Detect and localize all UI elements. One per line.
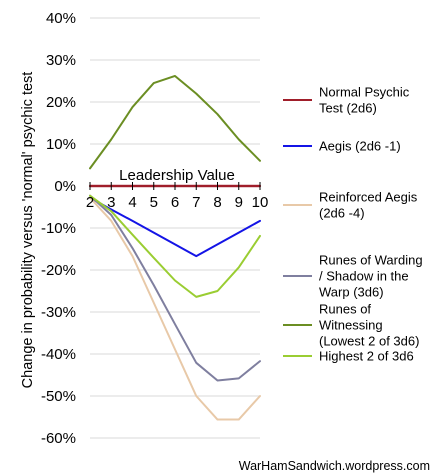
legend-label-2: Aegis (2d6 -1) [319,139,401,154]
series-line-2 [89,196,261,258]
x-tick-label: 10 [252,194,269,211]
legend-label-4: Runes of Warding [319,253,423,268]
series-line-3 [89,196,261,421]
legend-label-1: Normal Psychic [319,85,410,100]
legend-label-5: Witnessing [319,318,383,333]
y-tick-label: -30% [41,304,76,321]
y-axis-label: Change in probability versus 'normal' ps… [20,72,36,389]
series-line-6 [89,194,261,298]
x-tick-label: 6 [171,194,179,211]
credit-text: WarHamSandwich.wordpress.com [239,459,430,473]
y-tick-label: -10% [41,220,76,237]
y-tick-label: -20% [41,262,76,279]
legend-label-3: (2d6 -4) [319,206,365,221]
legend-label-6: Highest 2 of 3d6 [319,349,414,364]
series-lines [88,74,262,421]
legend-label-3: Reinforced Aegis [319,190,418,205]
x-axis: 2 3 4 5 6 7 8 9 10 [86,182,269,211]
x-tick-label: 7 [192,194,200,211]
y-axis-ticks: 40% 30% 20% 10% 0% -10% -20% -30% -40% -50% -60% [41,10,76,447]
y-tick-label: 40% [46,10,76,27]
legend-label-4: / Shadow in the [319,269,409,284]
y-tick-label: 20% [46,94,76,111]
y-tick-label: -40% [41,346,76,363]
y-tick-label: -60% [41,430,76,447]
x-tick-label: 4 [128,194,136,211]
y-tick-label: -50% [41,388,76,405]
x-tick-label: 2 [86,194,94,211]
legend-label-5: Runes of [319,302,371,317]
series-line-5 [89,74,261,170]
y-tick-label: 0% [54,178,76,195]
y-tick-label: 30% [46,52,76,69]
legend-label-1: Test (2d6) [319,101,377,116]
x-axis-label: Leadership Value [119,167,235,184]
series-line-4 [89,194,261,382]
y-tick-label: 10% [46,136,76,153]
x-tick-label: 8 [213,194,221,211]
x-tick-label: 9 [235,194,243,211]
legend-label-4: Warp (3d6) [319,285,384,300]
x-tick-label: 5 [150,194,158,211]
legend-label-5: (Lowest 2 of 3d6) [319,334,419,349]
x-tick-label: 3 [107,194,115,211]
